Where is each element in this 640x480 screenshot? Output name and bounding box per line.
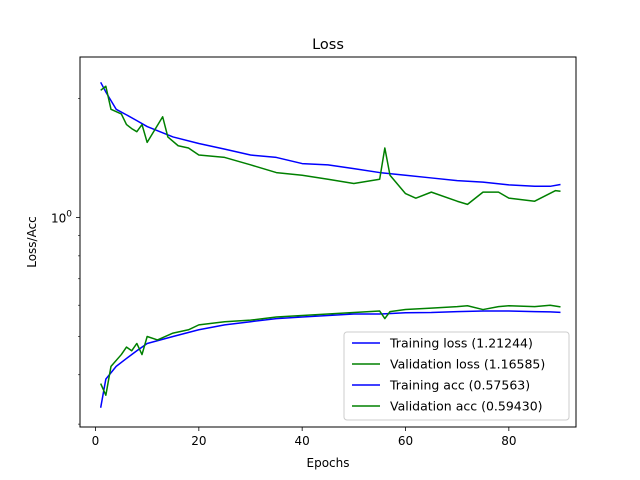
- x-tick-label: 0: [92, 434, 100, 448]
- x-tick-label: 20: [191, 434, 206, 448]
- x-tick-label: 60: [398, 434, 413, 448]
- y-axis: 100: [51, 98, 80, 425]
- series-line-1: [100, 81, 561, 188]
- x-axis-label: Epochs: [307, 456, 350, 470]
- legend-label-2: Validation loss (1.16585): [390, 357, 545, 372]
- legend: Training loss (1.21244) Validation loss (…: [343, 331, 570, 421]
- series-line-2: [100, 85, 561, 206]
- y-axis-label: Loss/Acc: [25, 216, 39, 268]
- y-tick-label: 100: [51, 210, 72, 226]
- legend-label-3: Training acc (0.57563): [389, 378, 530, 393]
- chart-title: Loss: [312, 37, 344, 53]
- x-tick-label: 80: [501, 434, 516, 448]
- x-tick-label: 40: [295, 434, 310, 448]
- x-axis: 0 20 40 60 80: [92, 427, 516, 448]
- plot-lines: [99, 81, 561, 408]
- series-line-3: [99, 310, 561, 408]
- plot-frame: [79, 56, 577, 428]
- legend-label-4: Validation acc (0.59430): [390, 399, 543, 414]
- legend-box: [343, 331, 570, 421]
- series-line-4: [99, 304, 561, 396]
- legend-label-1: Training loss (1.21244): [389, 336, 533, 351]
